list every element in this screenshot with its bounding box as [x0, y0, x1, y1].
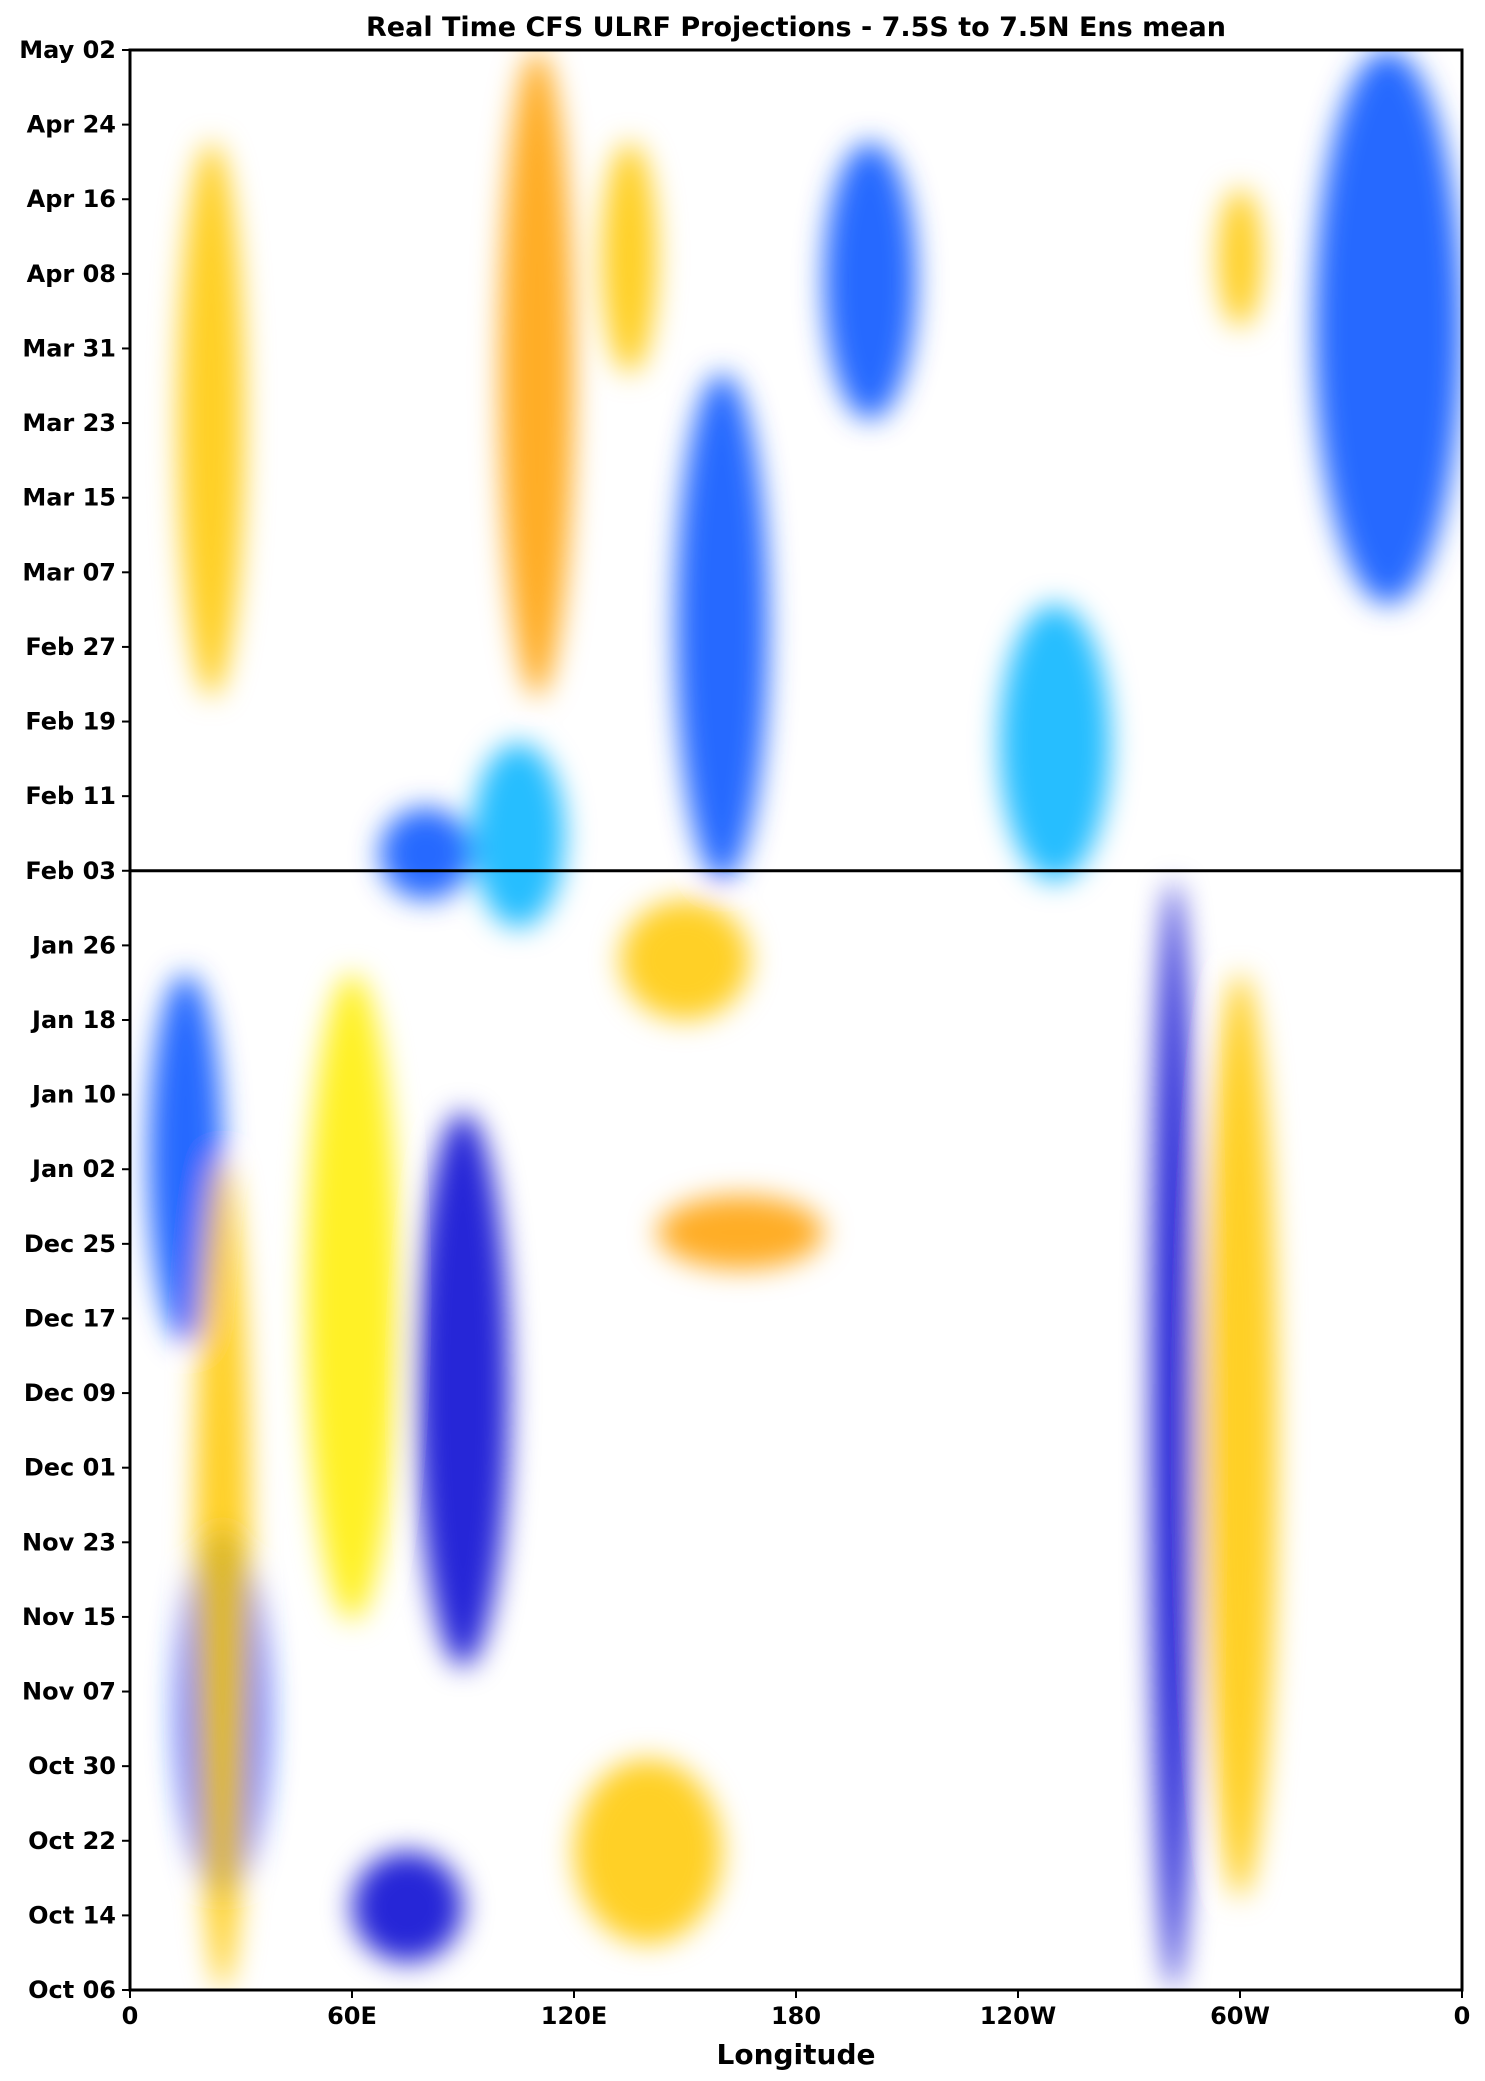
anomaly-negative-7 — [1151, 881, 1196, 1990]
y-tick-label: Feb 11 — [25, 782, 116, 810]
y-tick-label: Mar 07 — [22, 558, 116, 586]
y-tick-label: Oct 06 — [28, 1976, 116, 2004]
anomaly-negative-9 — [352, 1851, 463, 1963]
anomaly-negative-8 — [416, 1112, 510, 1667]
y-tick-label: Jan 02 — [30, 1155, 116, 1183]
y-tick-label: Oct 30 — [28, 1752, 116, 1780]
anomaly-positive-12 — [500, 50, 574, 697]
anomaly-positive-21 — [305, 973, 399, 1621]
y-tick-label: Apr 08 — [27, 260, 116, 288]
y-tick-label: Nov 23 — [22, 1528, 116, 1556]
y-tick-label: Apr 16 — [27, 185, 116, 213]
y-tick-label: Mar 23 — [22, 409, 116, 437]
anomaly-positive-13 — [601, 142, 658, 374]
y-tick-label: May 02 — [19, 36, 116, 64]
anomaly-positive-16 — [657, 1195, 824, 1270]
x-tick-label: 0 — [1454, 2002, 1471, 2030]
y-tick-label: Jan 26 — [30, 931, 116, 959]
anomaly-positive-20 — [574, 1759, 722, 1944]
y-tick-label: Dec 01 — [24, 1454, 116, 1482]
x-tick-label: 0 — [122, 2002, 139, 2030]
y-tick-label: Apr 24 — [27, 111, 116, 139]
y-tick-label: Feb 03 — [25, 857, 116, 885]
chart-title: Real Time CFS ULRF Projections - 7.5S to… — [366, 12, 1226, 43]
anomaly-positive-18 — [194, 1158, 251, 1990]
anomaly-negative-3 — [675, 373, 769, 882]
anomaly-negative-6 — [999, 604, 1111, 882]
heatmap-area — [130, 50, 1462, 1990]
x-tick-label: 60W — [1210, 2002, 1270, 2030]
x-tick-label: 120E — [541, 2002, 608, 2030]
anomaly-positive-19 — [1203, 973, 1277, 1898]
x-axis: 0 60E 120E 180 120W 60W 0 — [122, 1990, 1471, 2030]
anomaly-negative-2 — [823, 142, 917, 420]
y-tick-label: Jan 18 — [30, 1006, 116, 1034]
anomaly-negative-4 — [472, 742, 565, 928]
x-tick-label: 60E — [327, 2002, 377, 2030]
anomaly-positive-14 — [178, 142, 245, 697]
anomaly-negative-11 — [148, 973, 223, 1344]
x-tick-label: 180 — [771, 2002, 821, 2030]
x-tick-label: 120W — [980, 2002, 1057, 2030]
anomaly-negative-5 — [379, 807, 473, 900]
y-tick-label: Feb 19 — [25, 708, 116, 736]
y-axis: Oct 06 Oct 14 Oct 22 Oct 30 Nov 07 Nov 15 Nov … — [19, 36, 130, 2004]
y-tick-label: Mar 15 — [22, 484, 116, 512]
y-tick-label: Nov 15 — [22, 1603, 116, 1631]
y-tick-label: Mar 31 — [22, 334, 116, 362]
anomaly-negative-1 — [1314, 50, 1462, 605]
y-tick-label: Nov 07 — [22, 1678, 116, 1706]
x-axis-label: Longitude — [716, 2038, 875, 2071]
y-tick-label: Oct 14 — [28, 1901, 116, 1929]
anomaly-positive-17 — [620, 899, 750, 1020]
plot-frame — [128, 48, 1464, 1992]
y-tick-label: Oct 22 — [28, 1827, 116, 1855]
y-tick-label: Feb 27 — [25, 633, 116, 661]
y-tick-label: Dec 25 — [24, 1230, 116, 1258]
anomaly-positive-15 — [1217, 188, 1263, 328]
y-tick-label: Jan 10 — [30, 1081, 116, 1109]
y-tick-label: Dec 17 — [24, 1304, 116, 1332]
y-tick-label: Dec 09 — [24, 1379, 116, 1407]
